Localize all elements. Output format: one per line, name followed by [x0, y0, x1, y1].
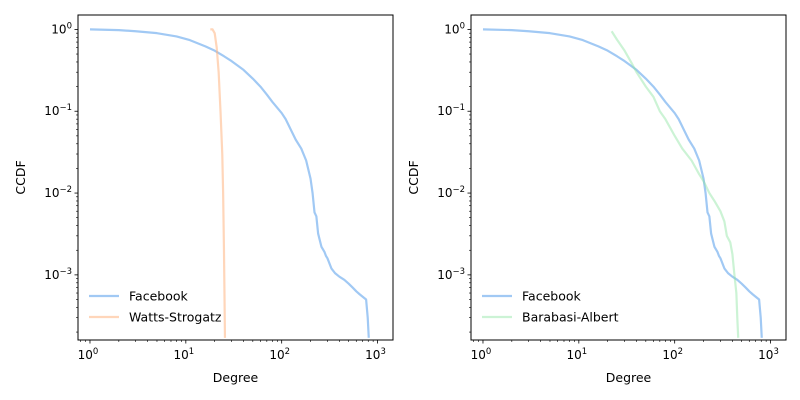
- x-tick-exponent: 1: [189, 347, 194, 357]
- x-tick-exponent: 3: [773, 347, 778, 357]
- x-tick-base: 10: [566, 348, 581, 362]
- x-tick-base: 10: [78, 348, 93, 362]
- y-tick-label: 100: [444, 21, 465, 36]
- series-line-facebook: [482, 28, 763, 338]
- y-tick-label: 10−3: [44, 267, 72, 282]
- y-axis-label: CCDF: [13, 160, 28, 194]
- x-tick-label: 100: [78, 347, 99, 362]
- y-tick-exponent: −2: [59, 185, 72, 195]
- x-tick-exponent: 0: [93, 347, 98, 357]
- y-tick-label: 10−3: [437, 267, 465, 282]
- x-tick-label: 103: [758, 347, 779, 362]
- y-tick-exponent: 0: [67, 21, 72, 31]
- y-tick-base: 10: [44, 186, 59, 200]
- y-tick-label: 10−2: [437, 185, 465, 200]
- x-tick-exponent: 1: [582, 347, 587, 357]
- y-tick-label: 100: [51, 21, 72, 36]
- x-tick-base: 10: [758, 348, 773, 362]
- y-tick-base: 10: [44, 268, 59, 282]
- x-tick-base: 10: [173, 348, 188, 362]
- x-axis-label: Degree: [606, 370, 652, 385]
- x-axis-label: Degree: [213, 370, 259, 385]
- y-tick-label: 10−1: [44, 103, 72, 118]
- y-tick-label: 10−1: [437, 103, 465, 118]
- y-tick-exponent: −3: [59, 267, 72, 277]
- x-tick-base: 10: [662, 348, 677, 362]
- legend: Facebook Watts-Strogatz: [89, 289, 222, 325]
- x-tick-exponent: 0: [486, 347, 491, 357]
- legend-label: Facebook: [522, 289, 581, 304]
- series-line-watts-strogatz: [210, 28, 227, 338]
- y-tick-base: 10: [51, 22, 66, 36]
- y-tick-base: 10: [437, 186, 452, 200]
- y-tick-base: 10: [444, 22, 459, 36]
- x-tick-exponent: 2: [678, 347, 683, 357]
- x-tick-label: 101: [173, 347, 194, 362]
- y-tick-exponent: −3: [452, 267, 465, 277]
- x-tick-exponent: 3: [380, 347, 385, 357]
- x-tick-base: 10: [269, 348, 284, 362]
- x-tick-label: 102: [269, 347, 290, 362]
- x-tick-base: 10: [365, 348, 380, 362]
- legend-label: Watts-Strogatz: [129, 310, 222, 325]
- y-tick-exponent: −2: [452, 185, 465, 195]
- series-line-barabasi-albert: [610, 30, 740, 338]
- x-tick-exponent: 2: [285, 347, 290, 357]
- y-tick-exponent: 0: [460, 21, 465, 31]
- y-tick-exponent: −1: [452, 103, 465, 113]
- y-tick-exponent: −1: [59, 103, 72, 113]
- axes-frame: [77, 14, 394, 341]
- x-tick-label: 100: [471, 347, 492, 362]
- x-tick-base: 10: [471, 348, 486, 362]
- y-tick-label: 10−2: [44, 185, 72, 200]
- legend-label: Barabasi-Albert: [522, 310, 619, 325]
- series-line-facebook: [89, 28, 370, 338]
- y-tick-base: 10: [437, 104, 452, 118]
- legend: Facebook Barabasi-Albert: [482, 289, 619, 325]
- x-tick-label: 102: [662, 347, 683, 362]
- x-tick-label: 101: [566, 347, 587, 362]
- axes-frame: [470, 14, 787, 341]
- y-axis-label: CCDF: [406, 160, 421, 194]
- chart-panel-2: 100 101 102 10310010−110−210−3DegreeCCDFFac…: [406, 14, 787, 385]
- y-tick-base: 10: [44, 104, 59, 118]
- legend-label: Facebook: [129, 289, 188, 304]
- y-tick-base: 10: [437, 268, 452, 282]
- x-tick-label: 103: [365, 347, 386, 362]
- chart-panel-1: 100 101 102 10310010−110−210−3DegreeCCDFFac…: [13, 14, 394, 385]
